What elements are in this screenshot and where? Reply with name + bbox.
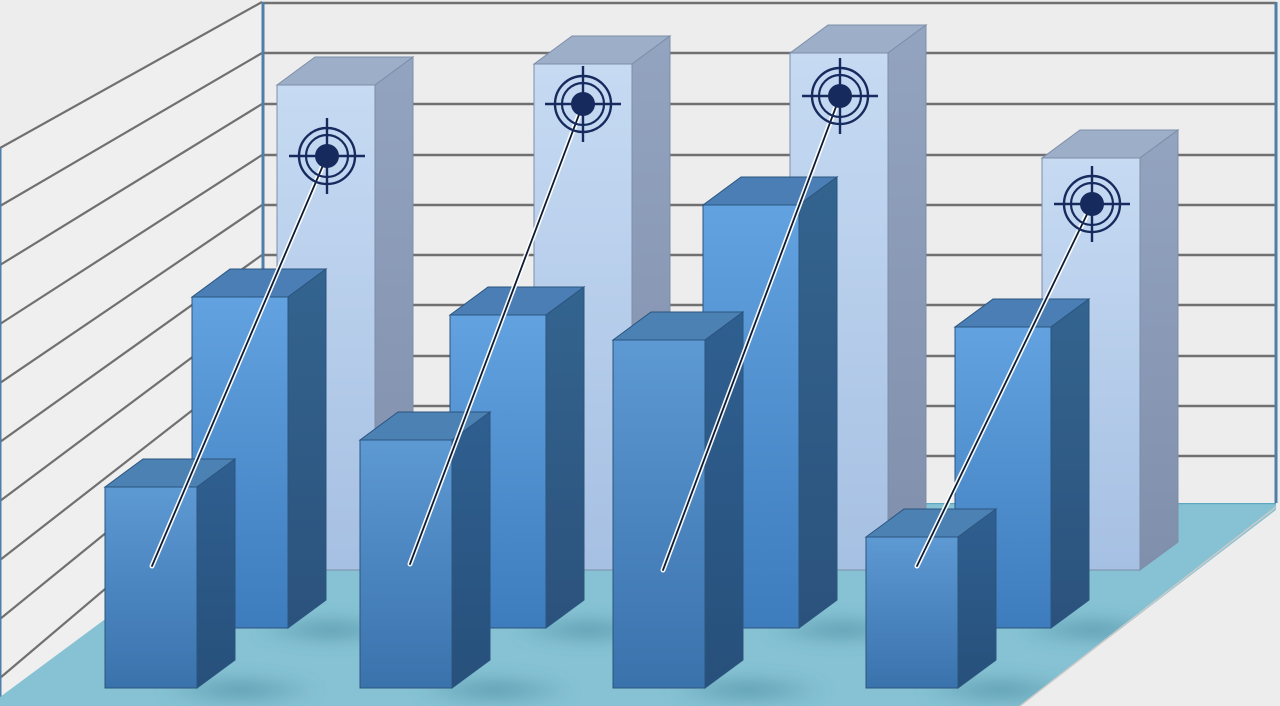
floor-right-edge bbox=[1019, 506, 1277, 706]
target-marker-4[interactable] bbox=[1054, 166, 1130, 242]
target-markers bbox=[289, 58, 1130, 242]
pointer-4 bbox=[914, 201, 1095, 569]
front-bar-3[interactable] bbox=[611, 311, 745, 689]
target-marker-2[interactable] bbox=[545, 66, 621, 142]
front-bar-1[interactable] bbox=[103, 458, 237, 689]
front-bar-4[interactable] bbox=[864, 508, 998, 689]
pointer-1 bbox=[149, 153, 330, 569]
pointer-3 bbox=[660, 93, 843, 573]
front-bar-2[interactable] bbox=[358, 411, 492, 689]
floor-right-cut bbox=[1020, 510, 1280, 706]
pointer-lines bbox=[149, 93, 1095, 573]
pointer-2 bbox=[407, 101, 586, 567]
target-marker-1[interactable] bbox=[289, 118, 365, 194]
target-marker-3[interactable] bbox=[802, 58, 878, 134]
bar-row-front bbox=[103, 311, 1082, 706]
